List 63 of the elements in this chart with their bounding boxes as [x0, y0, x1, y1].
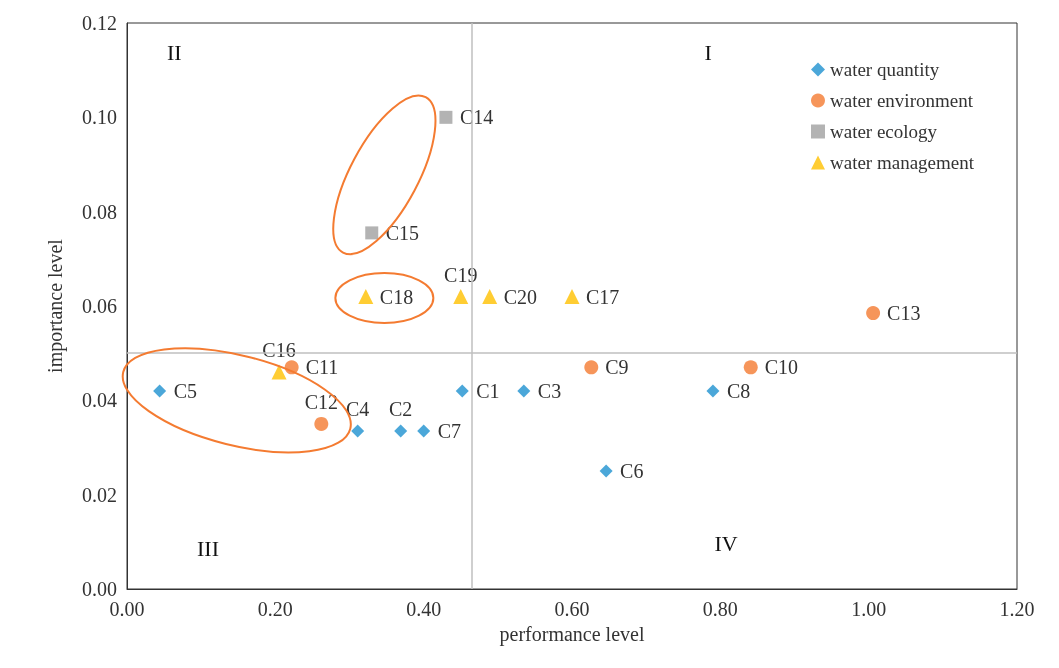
annotation: C18 — [379, 285, 414, 308]
legend-label: water quantity — [829, 59, 940, 80]
y-tick-label: 0.02 — [82, 483, 117, 506]
annotation: C19 — [444, 263, 478, 286]
annotation: C1 — [476, 379, 500, 402]
annotation: C9 — [605, 356, 629, 379]
annotation: C17 — [586, 285, 620, 308]
annotation: C11 — [305, 356, 339, 379]
legend-label: water environment — [829, 90, 974, 111]
x-tick-label: 0.80 — [702, 598, 738, 620]
annotation: I — [704, 39, 712, 65]
annotation: C14 — [459, 106, 494, 129]
annotation: C4 — [345, 397, 370, 420]
legend-label: water ecology — [829, 121, 938, 142]
point — [365, 226, 379, 240]
annotation: IV — [714, 530, 738, 556]
point — [314, 416, 329, 431]
y-tick-label: 0.04 — [82, 389, 117, 412]
annotation: C8 — [726, 379, 751, 402]
x-tick-label: 0.20 — [257, 598, 293, 620]
annotation: C6 — [620, 460, 644, 483]
point — [455, 384, 469, 398]
annotation: II — [167, 39, 182, 65]
x-tick-label: 1.00 — [851, 598, 887, 620]
point — [358, 289, 374, 305]
x-tick-label: 0.40 — [406, 598, 442, 620]
y-tick-label: 0.10 — [82, 106, 117, 129]
y-tick-label: 0.08 — [82, 200, 117, 223]
point — [394, 424, 408, 438]
point — [417, 424, 431, 438]
annotation: C2 — [389, 397, 413, 420]
point — [866, 306, 881, 321]
x-tick-label: 1.20 — [999, 598, 1035, 620]
annotation: C12 — [304, 390, 338, 413]
point — [482, 289, 498, 305]
point — [706, 384, 720, 398]
point — [599, 464, 613, 478]
annotation: C10 — [764, 356, 799, 379]
annotation: C16 — [262, 339, 296, 362]
annotation: C7 — [437, 419, 462, 442]
annotation: C3 — [537, 379, 562, 402]
x-tick-label: 0.00 — [109, 598, 145, 620]
x-tick-label: 0.60 — [554, 598, 590, 620]
annotation: C15 — [385, 221, 420, 244]
annotation: C5 — [173, 379, 197, 402]
point — [517, 384, 531, 398]
y-tick-label: 0.00 — [82, 578, 117, 600]
point — [153, 384, 167, 398]
y-axis-title: importance level — [44, 238, 67, 373]
annotation: C20 — [503, 285, 538, 308]
point — [564, 289, 580, 305]
annotation: C13 — [887, 302, 921, 325]
y-tick-label: 0.12 — [82, 12, 117, 34]
legend-label: water management — [829, 152, 975, 173]
y-tick-label: 0.06 — [82, 295, 117, 317]
point — [351, 424, 365, 438]
point — [453, 289, 469, 305]
annotation: III — [197, 535, 219, 561]
x-axis-title: performance level — [499, 622, 645, 646]
point — [584, 360, 599, 375]
point — [271, 364, 287, 380]
point — [439, 110, 453, 124]
point — [743, 360, 758, 375]
